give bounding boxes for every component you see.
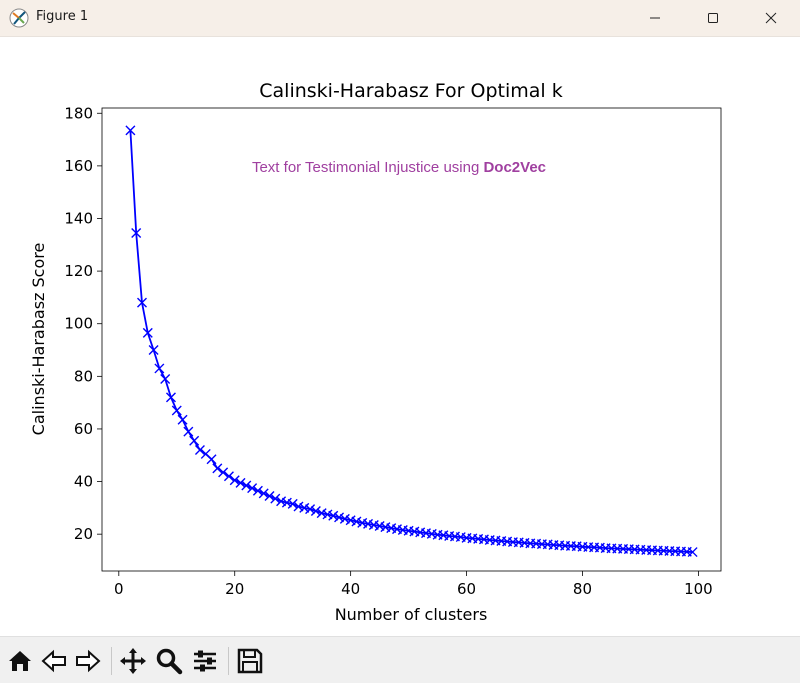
data-point [258, 488, 269, 499]
plot-area [101, 107, 722, 572]
y-tick-label: 120 [64, 262, 93, 280]
close-button[interactable] [742, 0, 800, 36]
zoom-button[interactable] [153, 645, 185, 677]
y-tick-label: 160 [64, 157, 93, 175]
data-point [212, 463, 223, 474]
y-tick-label: 180 [64, 104, 93, 122]
data-point [241, 480, 252, 491]
y-tick-label: 80 [74, 367, 93, 385]
chart-title: Calinski-Harabasz For Optimal k [259, 80, 563, 102]
data-point [310, 506, 321, 517]
home-icon [9, 651, 31, 671]
data-point [165, 392, 176, 403]
data-point [339, 513, 350, 524]
navigation-toolbar [0, 636, 800, 683]
window-title: Figure 1 [36, 9, 89, 24]
y-tick-label: 20 [74, 525, 93, 543]
forward-icon [76, 649, 101, 673]
x-tick-label: 40 [341, 580, 360, 598]
data-point [322, 509, 333, 520]
x-tick-label: 0 [114, 580, 124, 598]
data-point [270, 493, 281, 504]
data-point [345, 515, 356, 526]
data-point [136, 297, 147, 308]
window-titlebar: Figure 1 [0, 0, 800, 37]
data-point [194, 444, 205, 455]
save-icon [237, 648, 263, 674]
chart-annotation: Text for Testimonial Injustice using Doc… [252, 159, 546, 176]
configure-icon [194, 650, 216, 672]
data-point [160, 373, 171, 384]
save-button[interactable] [234, 645, 266, 677]
maximize-icon [708, 13, 718, 23]
pan-icon [120, 648, 146, 674]
x-axis-label: Number of clusters [335, 605, 488, 624]
data-point [264, 491, 275, 502]
data-point [142, 327, 153, 338]
data-point [334, 512, 345, 523]
zoom-icon [156, 648, 183, 675]
close-icon [765, 12, 777, 24]
x-tick-label: 20 [225, 580, 244, 598]
data-point [206, 454, 217, 465]
data-point [252, 485, 263, 496]
minimize-icon [650, 17, 660, 19]
x-tick-label: 80 [573, 580, 592, 598]
y-tick-label: 140 [64, 209, 93, 227]
annotation-text: Text for Testimonial Injustice using [252, 159, 484, 176]
data-point [154, 363, 165, 374]
data-point [218, 467, 229, 478]
x-tick-label: 100 [684, 580, 713, 598]
data-point [183, 426, 194, 437]
configure-subplots-button[interactable] [189, 645, 221, 677]
data-point [235, 477, 246, 488]
x-ticks: 0 20 40 60 80 100 [114, 571, 713, 598]
data-point [148, 345, 159, 356]
data-point [351, 516, 362, 527]
annotation-bold: Doc2Vec [483, 159, 546, 176]
pan-button[interactable] [117, 645, 149, 677]
back-button[interactable] [38, 645, 70, 677]
y-tick-label: 40 [74, 473, 93, 491]
maximize-button[interactable] [684, 0, 742, 36]
data-point [125, 125, 136, 136]
data-point [287, 498, 298, 509]
data-point [223, 471, 234, 482]
data-point [299, 502, 310, 513]
data-point [229, 475, 240, 486]
y-ticks: 20 40 60 80 100 120 140 160 180 [64, 104, 102, 543]
data-point [328, 510, 339, 521]
data-point [276, 496, 287, 507]
toolbar-separator [111, 647, 112, 675]
data-point [131, 227, 142, 238]
chart: Calinski-Harabasz For Optimal k Number o… [29, 80, 722, 624]
data-point [687, 547, 698, 558]
y-axis-label: Calinski-Harabasz Score [29, 243, 48, 436]
forward-button[interactable] [72, 645, 104, 677]
data-point [316, 508, 327, 519]
figure-canvas: Calinski-Harabasz For Optimal k Number o… [0, 37, 800, 635]
data-point [171, 405, 182, 416]
data-point [305, 504, 316, 515]
x-tick-label: 60 [457, 580, 476, 598]
data-point [189, 435, 200, 446]
y-tick-label: 100 [64, 315, 93, 333]
toolbar-separator [228, 647, 229, 675]
series-ch-score [125, 125, 698, 558]
data-point [293, 501, 304, 512]
matplotlib-logo-icon [9, 8, 29, 28]
data-point [247, 483, 258, 494]
home-button[interactable] [4, 645, 36, 677]
y-tick-label: 60 [74, 420, 93, 438]
data-point [177, 414, 188, 425]
minimize-button[interactable] [626, 0, 684, 36]
back-icon [41, 649, 66, 673]
data-point [281, 497, 292, 508]
